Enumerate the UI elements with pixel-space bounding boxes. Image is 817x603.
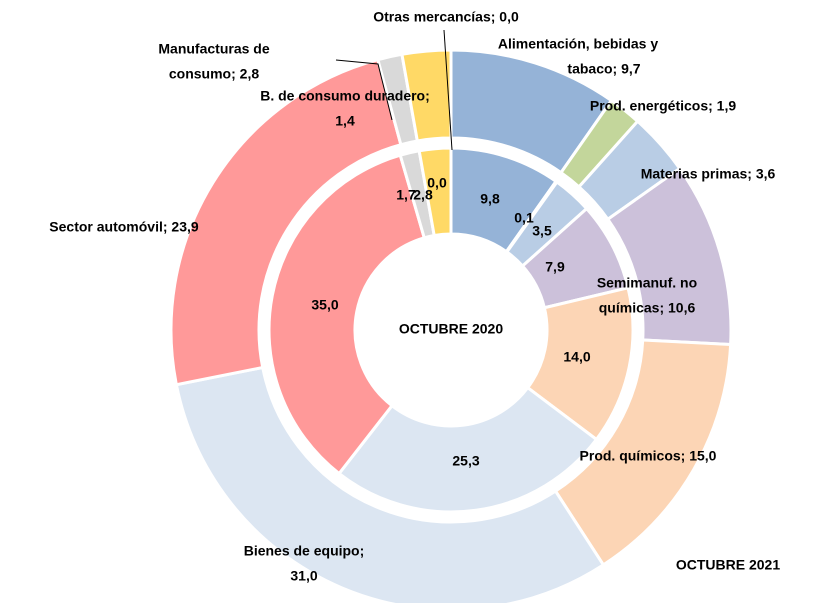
- data-label: Prod. químicos; 15,0: [580, 448, 717, 464]
- data-label: B. de consumo duradero;: [260, 88, 430, 104]
- data-label: 25,3: [452, 453, 479, 469]
- data-label: 1,4: [335, 113, 355, 129]
- data-label: 0,0: [427, 175, 447, 191]
- leader-line: [443, 29, 453, 151]
- wedge: [169, 57, 403, 387]
- data-label: tabaco; 9,7: [567, 61, 640, 77]
- data-label: Materias primas; 3,6: [641, 166, 776, 182]
- data-label: Semimanuf. no: [597, 275, 697, 291]
- data-label: 0,1: [514, 210, 534, 226]
- inner-series-name: OCTUBRE 2020: [399, 321, 503, 337]
- data-label: 2,8: [413, 187, 433, 203]
- data-label: Sector automóvil; 23,9: [49, 219, 199, 235]
- data-label: 7,9: [545, 259, 565, 275]
- data-label: 1,7: [396, 187, 416, 203]
- wedge: [267, 153, 427, 476]
- data-label: Prod. energéticos; 1,9: [590, 98, 736, 114]
- rings: [169, 48, 733, 603]
- data-label: Manufacturas de: [158, 41, 269, 57]
- data-label: 31,0: [290, 568, 317, 584]
- data-label: 14,0: [563, 349, 590, 365]
- data-label: 9,8: [480, 191, 500, 207]
- data-label: 3,5: [532, 223, 552, 239]
- data-label: Alimentación, bebidas y: [498, 36, 658, 52]
- data-label: químicas; 10,6: [599, 300, 696, 316]
- data-label: Bienes de equipo;: [244, 543, 365, 559]
- outer-series-name: OCTUBRE 2021: [676, 557, 780, 573]
- data-label: consumo; 2,8: [169, 66, 259, 82]
- data-label: 35,0: [311, 297, 338, 313]
- wedge: [336, 385, 599, 514]
- data-label: Otras mercancías; 0,0: [373, 9, 519, 25]
- wedge: [174, 365, 606, 603]
- leader-line: [335, 59, 393, 121]
